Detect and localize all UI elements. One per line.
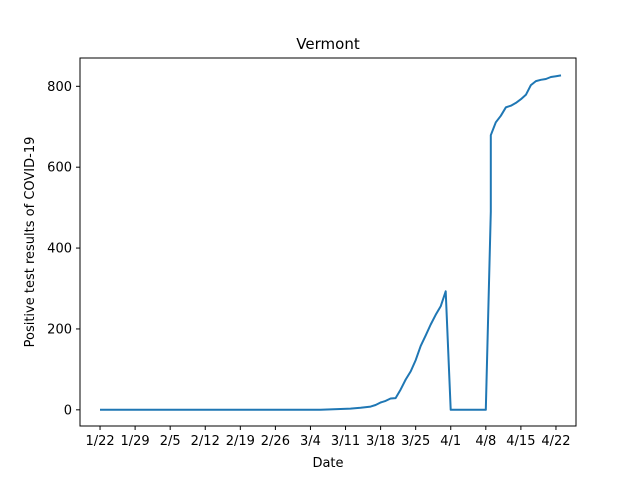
x-tick-label: 2/12 [191, 434, 220, 449]
x-tick-label: 4/15 [506, 434, 535, 449]
plot-frame [79, 57, 577, 427]
x-tick-label: 4/1 [440, 434, 461, 449]
x-tick-label: 2/26 [261, 434, 290, 449]
x-tick-label: 3/4 [300, 434, 321, 449]
x-tick-label: 4/22 [541, 434, 570, 449]
x-tick-label: 3/18 [366, 434, 395, 449]
y-tick-label: 200 [47, 322, 72, 337]
x-tick-label: 2/19 [226, 434, 255, 449]
x-axis-label: Date [312, 456, 343, 471]
x-tick-label: 3/11 [331, 434, 360, 449]
x-axis-ticks: 1/22 1/29 2/5 2/12 2/19 2/26 3/4 3/11 3/18 3/25 4/… [85, 426, 571, 449]
series-line-vermont [100, 74, 562, 411]
y-tick-label: 800 [47, 80, 72, 95]
x-tick-label: 1/29 [121, 434, 150, 449]
y-tick-label: 600 [47, 161, 72, 176]
chart-title: Vermont [296, 35, 360, 53]
x-tick-label: 4/8 [475, 434, 496, 449]
y-axis-label: Positive test results of COVID-19 [23, 137, 38, 348]
x-tick-label: 1/22 [85, 434, 114, 449]
y-axis-ticks: 0 200 400 600 800 [47, 80, 80, 418]
y-tick-label: 400 [47, 242, 72, 257]
x-tick-label: 3/25 [401, 434, 430, 449]
y-tick-label: 0 [64, 403, 72, 418]
x-tick-label: 2/5 [160, 434, 181, 449]
